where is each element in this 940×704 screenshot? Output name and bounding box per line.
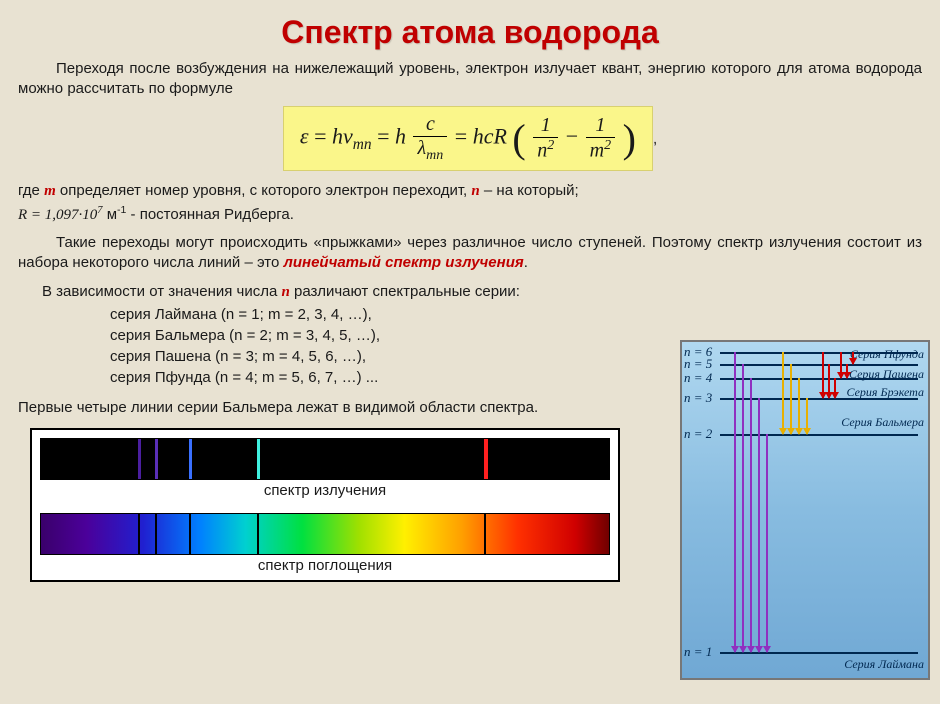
series-label: Серия Лаймана: [844, 658, 924, 671]
page-title: Спектр атома водорода: [0, 0, 940, 51]
spectral-line: [155, 439, 158, 479]
absorption-line: [155, 514, 157, 554]
absorption-line: [189, 514, 191, 554]
transition-arrow: [750, 378, 752, 652]
formula-tail: ,: [653, 130, 657, 147]
transition-arrow: [852, 352, 854, 364]
formula-block: ε = hνmn = h cλmn = hcR ( 1n2 − 1m2 ) ,: [0, 106, 940, 171]
transition-arrow: [790, 364, 792, 434]
absorption-line: [484, 514, 486, 554]
transition-arrow: [734, 352, 736, 652]
level-label: n = 2: [684, 426, 712, 442]
series-item: серия Бальмера (n = 2; m = 3, 4, 5, …),: [110, 325, 650, 346]
transition-arrow: [742, 364, 744, 652]
emission-spectrum: [40, 438, 610, 480]
series-item: серия Лаймана (n = 1; m = 2, 3, 4, …),: [110, 304, 650, 325]
series-label: Серия Пашена: [849, 368, 924, 381]
spectral-line: [257, 439, 260, 479]
spectral-line: [138, 439, 141, 479]
spectral-line: [484, 439, 488, 479]
series-label: Серия Брэкета: [847, 386, 925, 399]
para-series-intro: В зависимости от значения числа n различ…: [0, 274, 650, 302]
series-label: Серия Пфунда: [850, 348, 924, 361]
transition-arrow: [782, 352, 784, 434]
transition-arrow: [828, 364, 830, 398]
intro-paragraph: Переходя после возбуждения на нижележащи…: [0, 51, 940, 100]
para-transitions: Такие переходы могут происходить «прыжка…: [0, 225, 940, 274]
absorption-label: спектр поглощения: [32, 555, 618, 580]
series-list: серия Лаймана (n = 1; m = 2, 3, 4, …), с…: [0, 304, 650, 388]
series-label: Серия Бальмера: [841, 416, 924, 429]
balmer-note: Первые четыре линии серии Бальмера лежат…: [0, 388, 650, 418]
spectral-line: [189, 439, 192, 479]
rydberg-line: R = 1,097·107 м-1 - постоянная Ридберга.: [0, 201, 940, 225]
transition-arrow: [840, 352, 842, 378]
absorption-spectrum: [40, 513, 610, 555]
para1-text: Переходя после возбуждения на нижележащи…: [18, 60, 922, 97]
transition-arrow: [806, 398, 808, 434]
level-label: n = 1: [684, 644, 712, 660]
transition-arrow: [798, 378, 800, 434]
para-where: где m определяет номер уровня, с которог…: [0, 173, 940, 201]
energy-levels-diagram: n = 6n = 5n = 4n = 3n = 2n = 1Серия Пфун…: [680, 340, 930, 680]
series-item: серия Пашена (n = 3; m = 4, 5, 6, …),: [110, 346, 650, 367]
series-item: серия Пфунда (n = 4; m = 5, 6, 7, …) ...: [110, 367, 650, 388]
absorption-line: [138, 514, 140, 554]
absorption-line: [257, 514, 259, 554]
spectra-block: спектр излучения спектр поглощения: [30, 428, 620, 582]
transition-arrow: [822, 352, 824, 398]
emission-label: спектр излучения: [32, 480, 618, 505]
energy-level-line: [720, 364, 918, 366]
transition-arrow: [846, 364, 848, 378]
transition-arrow: [758, 398, 760, 652]
transition-arrow: [766, 434, 768, 652]
transition-arrow: [834, 378, 836, 398]
level-label: n = 4: [684, 370, 712, 386]
level-label: n = 3: [684, 390, 712, 406]
